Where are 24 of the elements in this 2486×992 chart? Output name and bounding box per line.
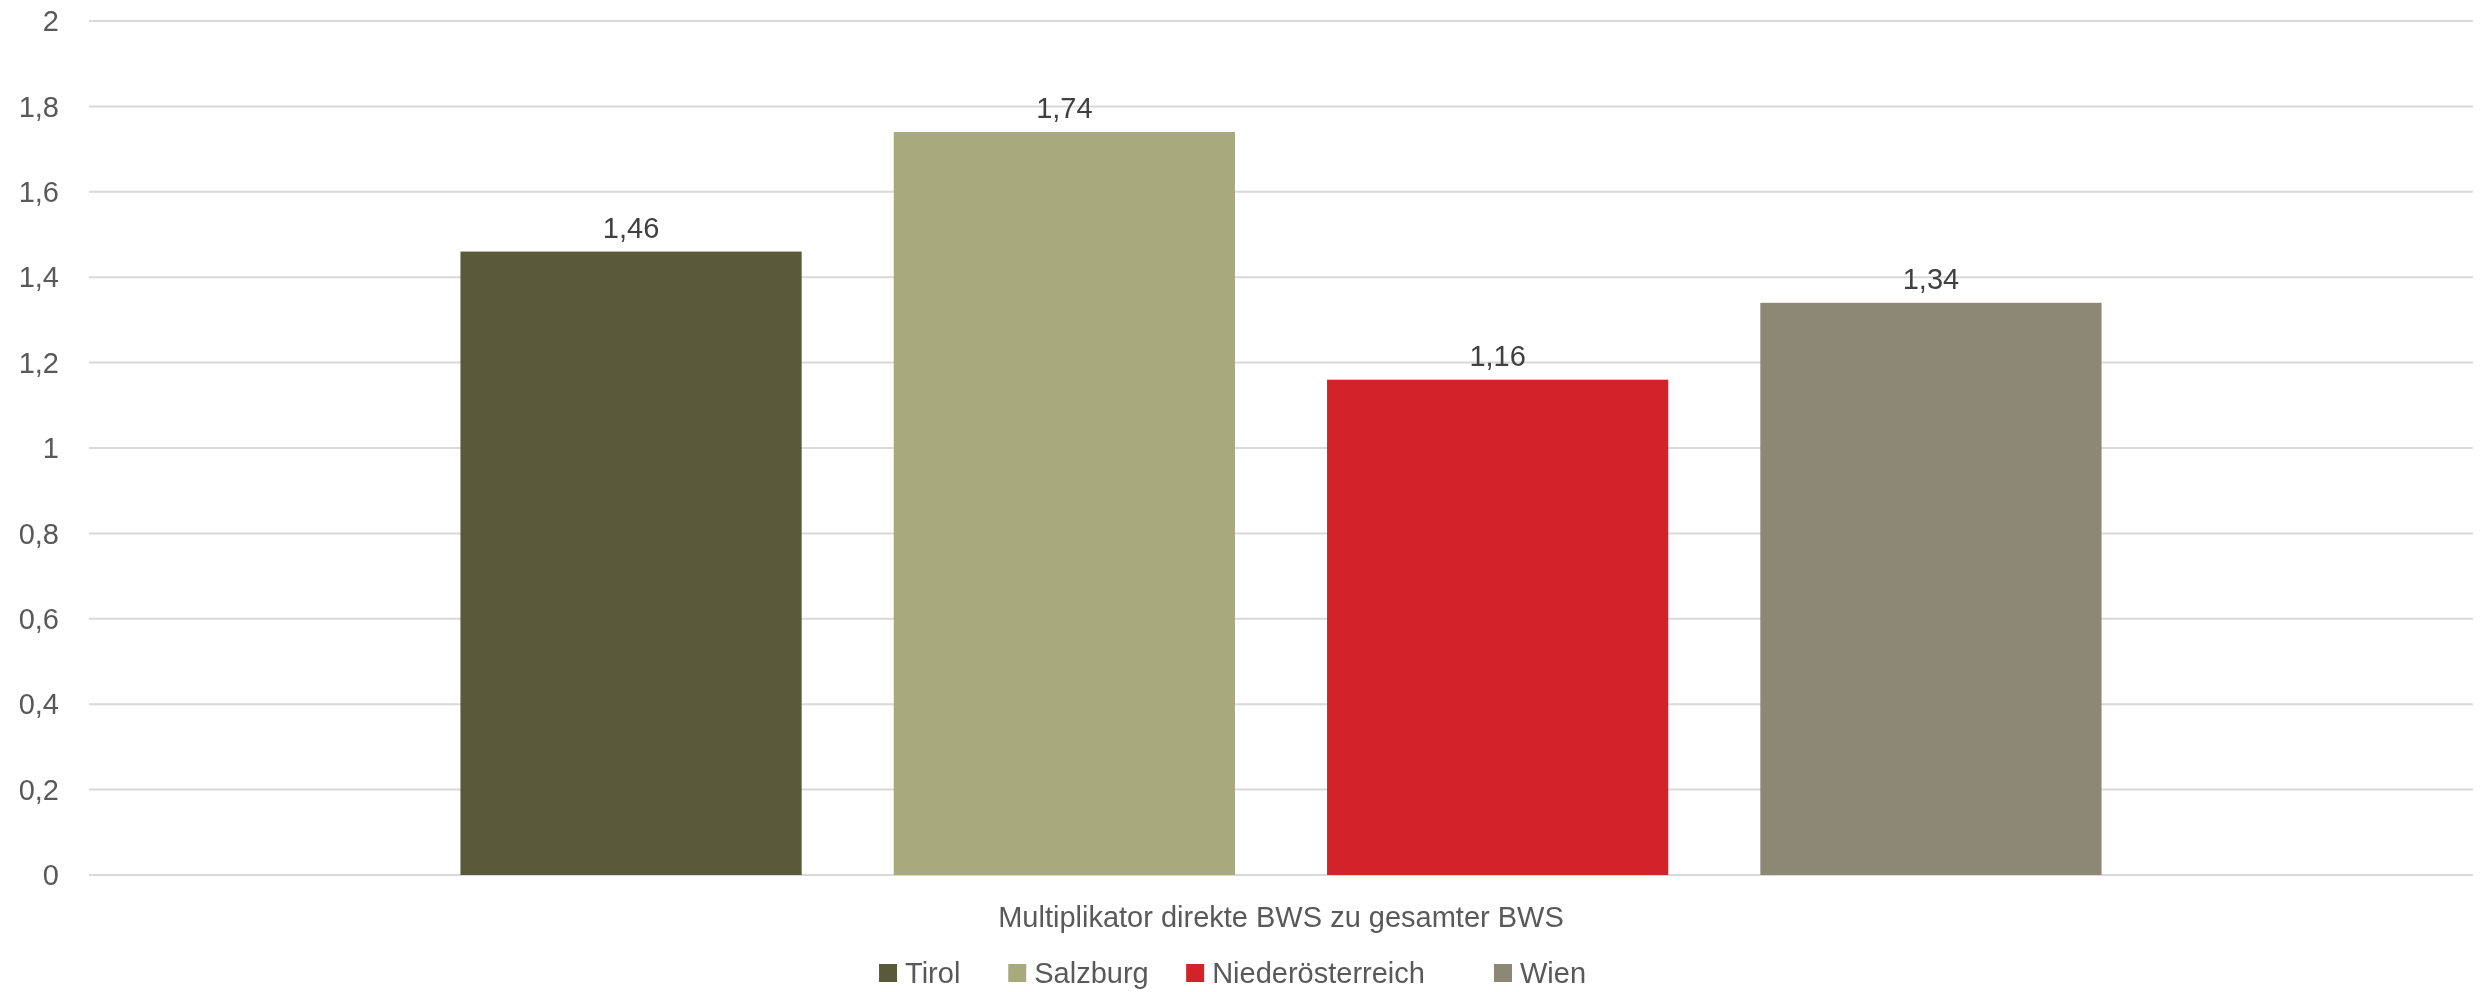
y-tick-label: 1,2	[18, 346, 59, 379]
y-tick-label: 0,8	[18, 517, 59, 550]
legend-label: Tirol	[905, 957, 961, 990]
y-tick-label: 1	[42, 432, 59, 465]
y-tick-label: 1,4	[18, 261, 59, 294]
y-tick-label: 0	[42, 859, 59, 892]
y-tick-label: 0,4	[18, 688, 59, 721]
bar	[893, 132, 1235, 875]
legend-label: Wien	[1520, 957, 1587, 990]
y-tick-label: 1,6	[18, 175, 59, 208]
x-tick-label: Multiplikator direkte BWS zu gesamter BWS	[998, 901, 1564, 933]
y-tick-label: 0,2	[18, 773, 59, 806]
bar	[1760, 302, 2102, 875]
legend-label: Salzburg	[1034, 957, 1149, 990]
data-label: 1,16	[1469, 339, 1526, 372]
data-label: 1,34	[1902, 262, 1960, 295]
bar	[460, 251, 802, 875]
y-tick-label: 1,8	[18, 90, 59, 123]
data-label: 1,74	[1036, 92, 1093, 125]
y-tick-label: 0,6	[18, 602, 59, 635]
data-label: 1,46	[602, 211, 660, 244]
legend-label: Niederösterreich	[1212, 957, 1425, 990]
y-tick-label: 2	[42, 5, 59, 38]
bar	[1327, 379, 1669, 875]
